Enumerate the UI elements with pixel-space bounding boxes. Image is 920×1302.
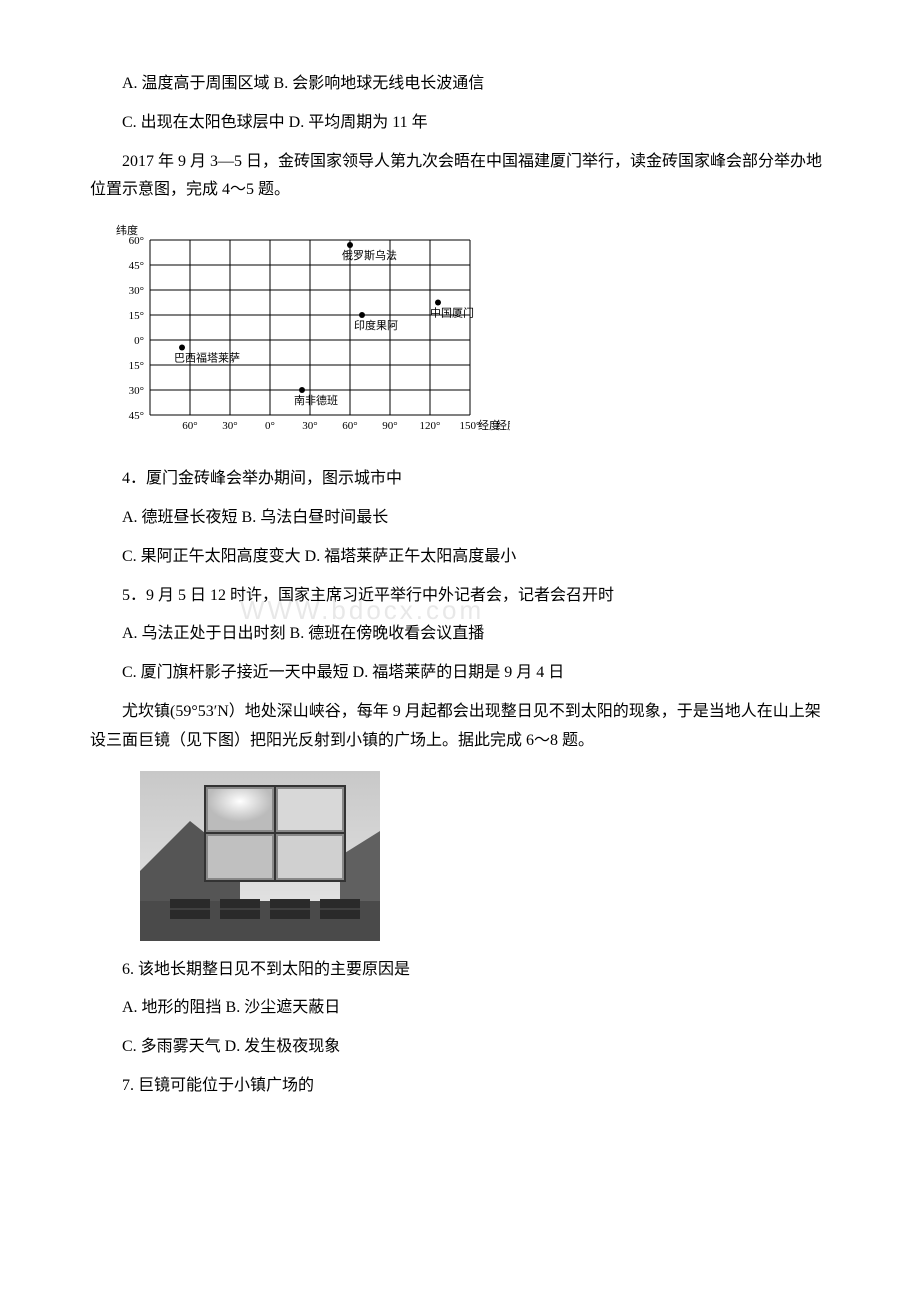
question-stem: 6. 该地长期整日见不到太阳的主要原因是 <box>90 956 830 985</box>
svg-text:南非德班: 南非德班 <box>294 393 338 407</box>
question-intro: 2017 年 9 月 3—5 日，金砖国家领导人第九次会晤在中国福建厦门举行，读… <box>90 148 830 206</box>
svg-text:45°: 45° <box>129 260 144 272</box>
svg-text:0°: 0° <box>265 420 275 432</box>
question-stem: 5．9 月 5 日 12 时许，国家主席习近平举行中外记者会，记者会召开时 <box>90 582 830 611</box>
svg-text:中国厦门: 中国厦门 <box>430 306 474 320</box>
svg-text:30°: 30° <box>222 420 237 432</box>
svg-text:150°: 150° <box>460 420 481 432</box>
svg-text:45°: 45° <box>129 410 144 422</box>
svg-text:30°: 30° <box>129 385 144 397</box>
svg-text:120°: 120° <box>420 420 441 432</box>
svg-text:90°: 90° <box>382 420 397 432</box>
option-line: A. 德班昼长夜短 B. 乌法白昼时间最长 <box>90 504 830 533</box>
svg-text:60°: 60° <box>129 235 144 247</box>
question-stem: 7. 巨镜可能位于小镇广场的 <box>90 1072 830 1101</box>
option-line: A. 地形的阻挡 B. 沙尘遮天蔽日 <box>90 994 830 1023</box>
svg-text:60°: 60° <box>182 420 197 432</box>
question-intro: 尤坎镇(59°53′N）地处深山峡谷，每年 9 月起都会出现整日见不到太阳的现象… <box>90 698 830 756</box>
mirror-photo <box>140 771 830 941</box>
latitude-longitude-chart: 纬度60°45°30°15°0°15°30°45°经度俄罗斯乌法中国厦门印度果阿… <box>110 220 830 450</box>
svg-text:巴西福塔莱萨: 巴西福塔莱萨 <box>174 351 240 365</box>
svg-text:30°: 30° <box>129 285 144 297</box>
svg-text:60°: 60° <box>342 420 357 432</box>
option-line: A. 温度高于周围区域 B. 会影响地球无线电长波通信 <box>90 70 830 99</box>
svg-text:30°: 30° <box>302 420 317 432</box>
svg-text:15°: 15° <box>129 310 144 322</box>
svg-text:经度: 经度 <box>496 418 510 432</box>
option-line: C. 出现在太阳色球层中 D. 平均周期为 11 年 <box>90 109 830 138</box>
option-line: C. 果阿正午太阳高度变大 D. 福塔莱萨正午太阳高度最小 <box>90 543 830 572</box>
svg-text:15°: 15° <box>129 360 144 372</box>
option-line: A. 乌法正处于日出时刻 B. 德班在傍晚收看会议直播 <box>90 620 830 649</box>
option-line: C. 厦门旗杆影子接近一天中最短 D. 福塔莱萨的日期是 9 月 4 日 <box>90 659 830 688</box>
question-stem: 4．厦门金砖峰会举办期间，图示城市中 <box>90 465 830 494</box>
option-line: C. 多雨雾天气 D. 发生极夜现象 <box>90 1033 830 1062</box>
svg-text:俄罗斯乌法: 俄罗斯乌法 <box>342 248 397 262</box>
svg-text:0°: 0° <box>134 335 144 347</box>
svg-text:印度果阿: 印度果阿 <box>354 318 398 332</box>
